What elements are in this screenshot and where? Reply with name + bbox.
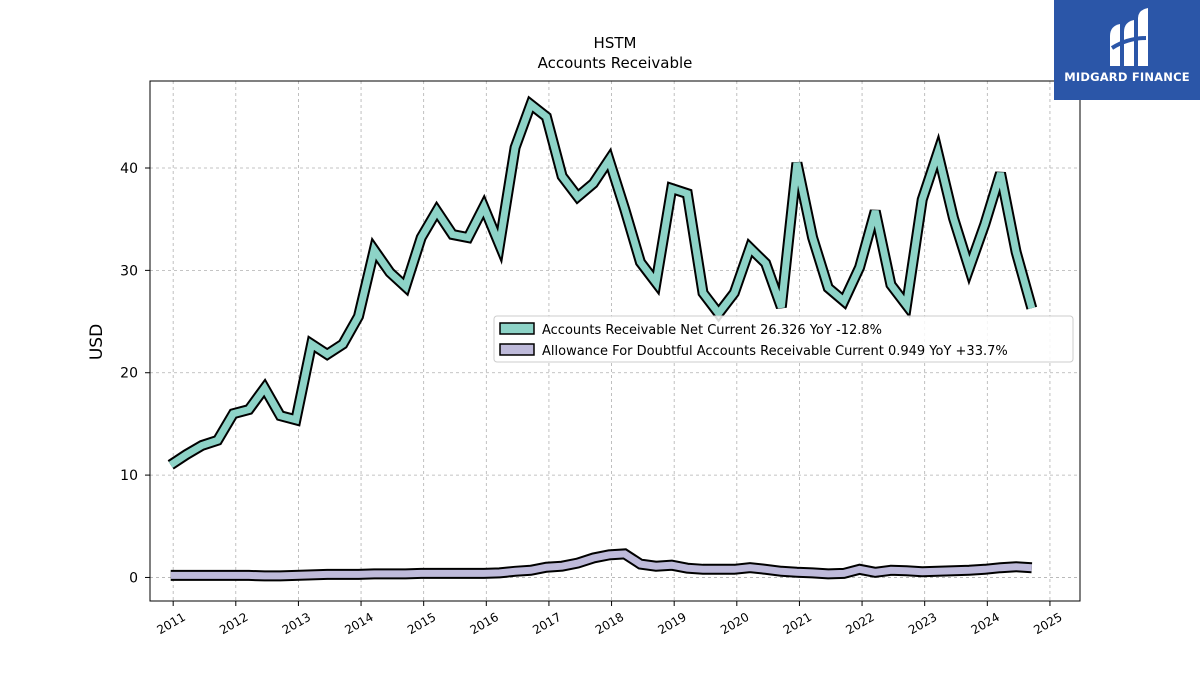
y-axis: 0 10 20 30 40 [120, 161, 150, 586]
x-tick-label: 2011 [154, 610, 187, 637]
midgard-finance-logo: MIDGARD FINANCE [1054, 0, 1200, 100]
x-tick-label: 2022 [843, 610, 876, 637]
y-tick-label: 0 [129, 570, 138, 586]
series-layer [167, 95, 1038, 582]
x-tick-label: 2013 [280, 610, 313, 637]
chart-title: HSTM [594, 34, 637, 52]
x-tick-label: 2020 [718, 610, 751, 637]
legend-label-allowance: Allowance For Doubtful Accounts Receivab… [542, 344, 1008, 359]
y-tick-label: 40 [120, 161, 138, 177]
legend-box [493, 315, 1074, 363]
x-tick-label: 2025 [1031, 610, 1064, 637]
legend-swatch-allowance [499, 343, 535, 356]
x-tick-label: 2024 [969, 610, 1002, 637]
x-tick-label: 2018 [593, 610, 626, 637]
chart-subtitle: Accounts Receivable [538, 54, 693, 72]
logo-text: MIDGARD FINANCE [1064, 70, 1190, 84]
x-tick-label: 2017 [530, 610, 563, 637]
y-tick-label: 10 [120, 468, 138, 484]
x-tick-label: 2012 [217, 610, 250, 637]
x-tick-label: 2023 [906, 610, 939, 637]
legend-label-ar: Accounts Receivable Net Current 26.326 Y… [542, 323, 882, 338]
x-tick-label: 2016 [468, 610, 501, 637]
x-tick-label: 2021 [781, 610, 814, 637]
x-tick-label: 2014 [342, 610, 375, 637]
series-line-allowance [170, 550, 1033, 580]
series-line-accounts-receivable [168, 98, 1036, 468]
y-axis-label: USD [87, 324, 107, 360]
x-tick-label: 2015 [405, 610, 438, 637]
legend: Accounts Receivable Net Current 26.326 Y… [493, 315, 1074, 363]
x-axis: 2011 2012 2013 2014 2015 2016 2017 2018 2019 2020… [154, 601, 1065, 637]
y-tick-label: 20 [120, 366, 138, 382]
logo-mark-icon [1110, 8, 1148, 66]
legend-swatch-ar [499, 322, 535, 335]
y-tick-label: 30 [120, 263, 138, 279]
plot-frame [149, 80, 1081, 602]
x-tick-label: 2019 [655, 610, 688, 637]
